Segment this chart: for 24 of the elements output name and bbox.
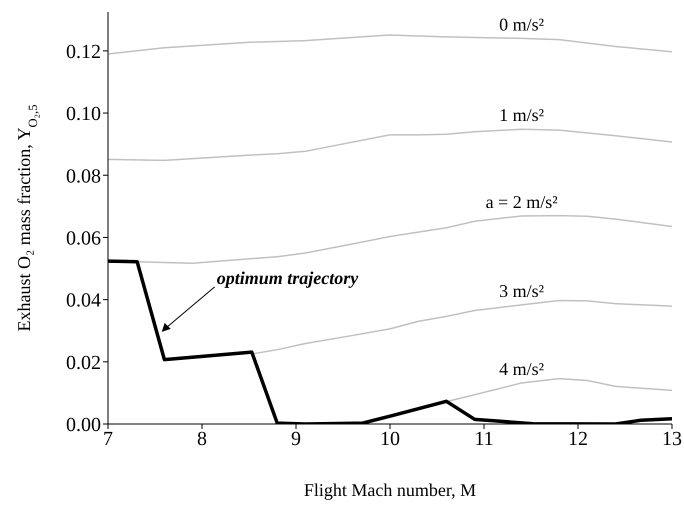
x-tick-label: 9 [291, 428, 301, 450]
series-label: 3 m/s² [499, 280, 544, 301]
y-tick-label: 0.06 [66, 228, 101, 250]
y-tick-label: 0.12 [66, 40, 101, 63]
line-series [108, 128, 672, 162]
y-tick-label: 0.08 [66, 165, 101, 188]
x-tick-label: 10 [380, 428, 400, 450]
y-tick-label: 0.04 [66, 290, 101, 312]
y-tick-label: 0.02 [66, 352, 101, 374]
x-tick-label: 8 [197, 428, 207, 450]
x-tick-label: 7 [103, 428, 113, 450]
x-axis-title: Flight Mach number, M [304, 480, 476, 500]
x-tick-label: 12 [568, 428, 588, 450]
y-tick-label: 0.00 [66, 414, 101, 436]
series-label: a = 2 m/s² [486, 192, 558, 212]
annotation: optimum trajectory [216, 268, 360, 288]
x-tick-label: 11 [474, 428, 494, 450]
series-label: 0 m/s² [499, 14, 544, 34]
series-label: 4 m/s² [499, 358, 544, 379]
x-tick-label: 13 [662, 428, 682, 450]
y-tick-label: 0.10 [66, 103, 101, 126]
line-series [251, 300, 672, 355]
line-series [108, 34, 672, 55]
series-label: 1 m/s² [499, 105, 544, 126]
